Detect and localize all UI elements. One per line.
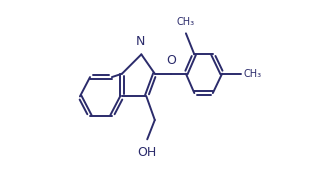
Text: CH₃: CH₃ (244, 69, 262, 79)
Text: OH: OH (138, 146, 157, 159)
Text: CH₃: CH₃ (176, 17, 194, 27)
Text: N: N (136, 35, 145, 48)
Text: O: O (166, 54, 176, 67)
